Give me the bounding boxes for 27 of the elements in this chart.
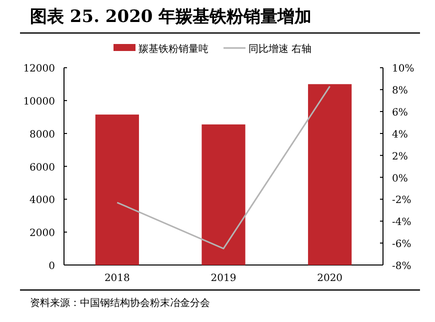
y2-tick-label: 6%: [392, 108, 408, 119]
y2-tick-label: 0%: [392, 173, 408, 184]
y2-tick-label: -6%: [392, 239, 412, 250]
legend-label: 同比增速 右轴: [248, 43, 312, 55]
y2-tick-label: 8%: [392, 86, 408, 97]
y-tick-label: 10000: [23, 96, 55, 108]
bar: [308, 84, 352, 265]
y2-tick-label: -8%: [392, 261, 412, 272]
chart-title: 图表 25. 2020 年羰基铁粉销量增加: [30, 7, 312, 27]
bar: [95, 114, 139, 265]
y-tick-label: 8000: [30, 129, 55, 140]
bar: [202, 124, 246, 265]
y2-tick-label: 10%: [392, 64, 414, 75]
x-tick-label: 2020: [317, 273, 343, 284]
y-tick-label: 0: [48, 261, 55, 272]
y-tick-label: 4000: [30, 195, 55, 206]
y-tick-label: 12000: [23, 64, 55, 75]
text: 资料来源：中国钢结构协会粉末冶金分会: [30, 297, 210, 309]
x-tick-label: 2018: [104, 273, 130, 284]
legend-label: 羰基铁粉销量吨: [138, 43, 208, 55]
y-tick-label: 6000: [30, 162, 55, 174]
y2-tick-label: 2%: [392, 151, 408, 162]
y2-tick-label: -2%: [392, 195, 412, 206]
x-tick-label: 2019: [210, 273, 236, 284]
y-tick-label: 2000: [30, 228, 55, 240]
y2-tick-label: 4%: [392, 129, 408, 140]
y2-tick-label: -4%: [392, 217, 412, 228]
